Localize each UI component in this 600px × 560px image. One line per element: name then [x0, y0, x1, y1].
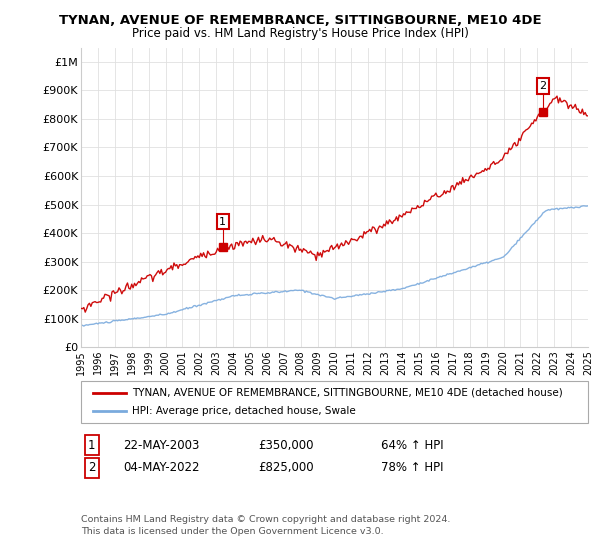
Text: 2: 2 [88, 461, 95, 474]
Text: HPI: Average price, detached house, Swale: HPI: Average price, detached house, Swal… [132, 406, 356, 416]
Text: Price paid vs. HM Land Registry's House Price Index (HPI): Price paid vs. HM Land Registry's House … [131, 27, 469, 40]
Text: 78% ↑ HPI: 78% ↑ HPI [381, 461, 443, 474]
Text: TYNAN, AVENUE OF REMEMBRANCE, SITTINGBOURNE, ME10 4DE (detached house): TYNAN, AVENUE OF REMEMBRANCE, SITTINGBOU… [132, 388, 563, 398]
Text: 1: 1 [219, 217, 226, 227]
Text: This data is licensed under the Open Government Licence v3.0.: This data is licensed under the Open Gov… [81, 528, 383, 536]
Text: TYNAN, AVENUE OF REMEMBRANCE, SITTINGBOURNE, ME10 4DE: TYNAN, AVENUE OF REMEMBRANCE, SITTINGBOU… [59, 14, 541, 27]
Text: 64% ↑ HPI: 64% ↑ HPI [381, 438, 443, 452]
Text: 22-MAY-2003: 22-MAY-2003 [123, 438, 199, 452]
Text: Contains HM Land Registry data © Crown copyright and database right 2024.: Contains HM Land Registry data © Crown c… [81, 515, 451, 524]
Text: 04-MAY-2022: 04-MAY-2022 [123, 461, 199, 474]
Text: 1: 1 [88, 438, 95, 452]
Text: £350,000: £350,000 [258, 438, 314, 452]
Text: £825,000: £825,000 [258, 461, 314, 474]
Text: 2: 2 [539, 81, 547, 91]
